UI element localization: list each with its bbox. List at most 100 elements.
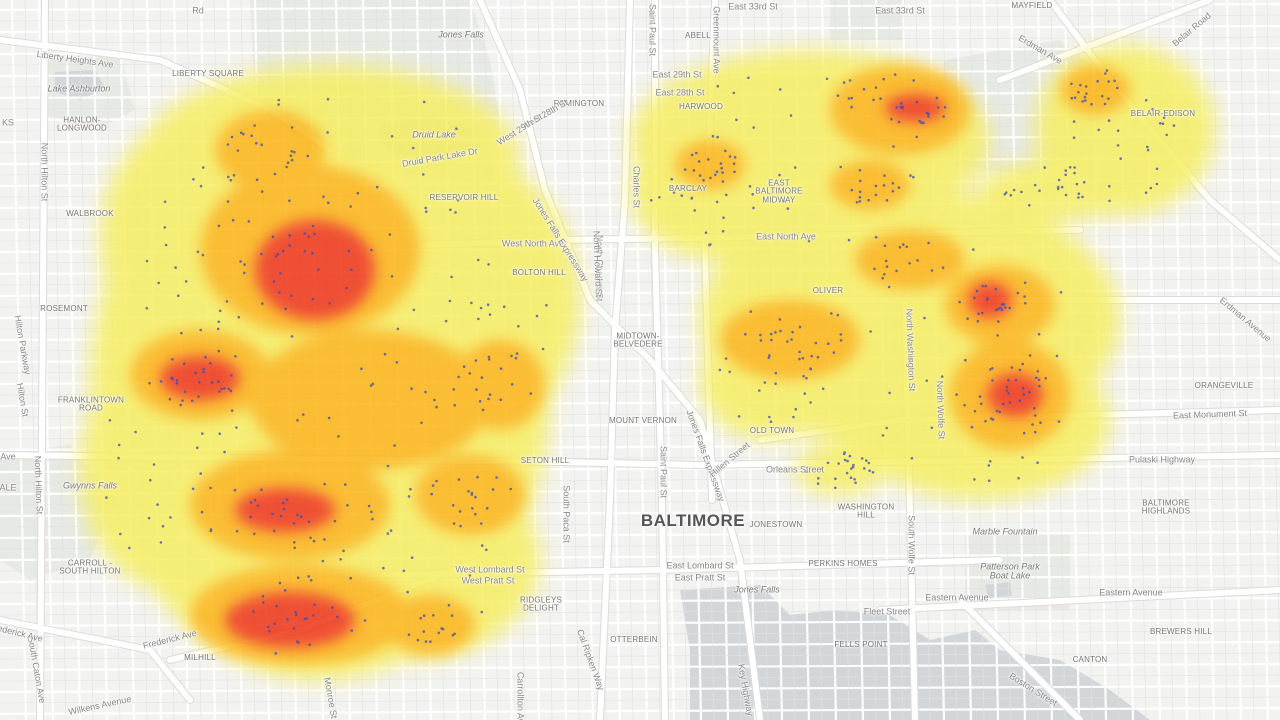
incident-point	[253, 124, 256, 127]
incident-point	[832, 351, 836, 354]
incident-point	[286, 618, 289, 621]
incident-point	[541, 347, 545, 351]
incident-point	[204, 355, 207, 359]
incident-point	[294, 610, 297, 614]
incident-point	[117, 443, 121, 447]
incident-point	[182, 362, 186, 365]
incident-point	[237, 315, 241, 319]
incident-point	[487, 263, 490, 266]
incident-point	[1077, 192, 1081, 195]
incident-point	[390, 135, 394, 138]
incident-point	[1084, 85, 1088, 88]
incident-point	[1144, 98, 1148, 102]
incident-point	[704, 231, 708, 234]
incident-point	[759, 339, 763, 342]
incident-point	[874, 184, 878, 188]
heat-blob-30	[720, 300, 860, 380]
incident-point	[804, 470, 808, 474]
road-1	[477, 0, 763, 720]
incident-point	[1107, 97, 1110, 100]
incident-point	[1033, 183, 1037, 187]
incident-point	[279, 514, 283, 518]
incident-point	[881, 434, 885, 437]
incident-point	[435, 479, 438, 483]
incident-point	[769, 332, 773, 336]
incident-point	[868, 469, 871, 473]
incident-point	[843, 458, 847, 462]
incident-point	[349, 205, 353, 208]
incident-point	[690, 197, 693, 200]
incident-point	[1035, 376, 1038, 380]
incident-point	[978, 395, 982, 398]
incident-point	[119, 532, 122, 536]
incident-point	[370, 510, 373, 514]
incident-point	[487, 358, 491, 361]
incident-point	[1075, 182, 1079, 186]
incident-point	[883, 244, 887, 248]
incident-point	[190, 399, 194, 403]
incident-point	[273, 622, 276, 625]
incident-point	[1010, 366, 1014, 369]
incident-point	[850, 105, 853, 109]
incident-point	[805, 377, 808, 380]
incident-point	[1055, 354, 1059, 358]
incident-point	[1073, 171, 1076, 175]
incident-point	[1116, 129, 1120, 132]
incident-point	[714, 173, 717, 177]
incident-point	[970, 425, 974, 429]
incident-point	[535, 314, 539, 318]
incident-point	[233, 488, 237, 492]
incident-point	[451, 504, 455, 507]
incident-point	[858, 196, 862, 199]
incident-point	[941, 266, 945, 270]
incident-point	[286, 161, 290, 164]
incident-point	[476, 475, 479, 479]
incident-point	[719, 162, 723, 165]
incident-point	[716, 135, 719, 139]
incident-point	[1070, 96, 1073, 100]
incident-point	[869, 330, 872, 333]
incident-point	[419, 616, 423, 620]
incident-point	[836, 313, 840, 317]
incident-point	[1021, 362, 1024, 366]
incident-point	[281, 249, 285, 253]
incident-point	[769, 420, 773, 424]
incident-point	[276, 252, 280, 256]
incident-point	[1064, 169, 1068, 172]
incident-point	[958, 300, 961, 304]
incident-point	[852, 463, 855, 467]
incident-point	[884, 259, 888, 263]
heat-blob-12	[415, 455, 525, 535]
incident-point	[990, 417, 993, 420]
incident-point	[720, 166, 723, 170]
incident-point	[973, 409, 977, 413]
incident-point	[1158, 122, 1162, 125]
incident-point	[499, 367, 503, 370]
incident-point	[223, 450, 226, 454]
incident-point	[479, 522, 483, 525]
incident-point	[360, 367, 363, 371]
incident-point	[201, 432, 204, 435]
incident-point	[278, 291, 281, 294]
incident-point	[412, 308, 416, 312]
incident-point	[1009, 193, 1013, 197]
incident-point	[386, 532, 390, 535]
incident-point	[912, 175, 915, 179]
incident-point	[448, 299, 452, 303]
incident-point	[184, 280, 188, 283]
incident-point	[1155, 167, 1159, 171]
incident-point	[253, 498, 257, 502]
incident-point	[444, 319, 448, 323]
incident-point	[865, 459, 868, 462]
incident-point	[285, 165, 288, 169]
incident-point	[1000, 303, 1004, 306]
incident-point	[312, 539, 316, 543]
incident-point	[327, 416, 331, 420]
incident-point	[300, 515, 303, 518]
incident-point	[981, 284, 984, 288]
incident-point	[296, 513, 299, 517]
incident-point	[450, 275, 453, 279]
incident-point	[981, 311, 984, 315]
heat-blob-26	[980, 160, 1140, 220]
